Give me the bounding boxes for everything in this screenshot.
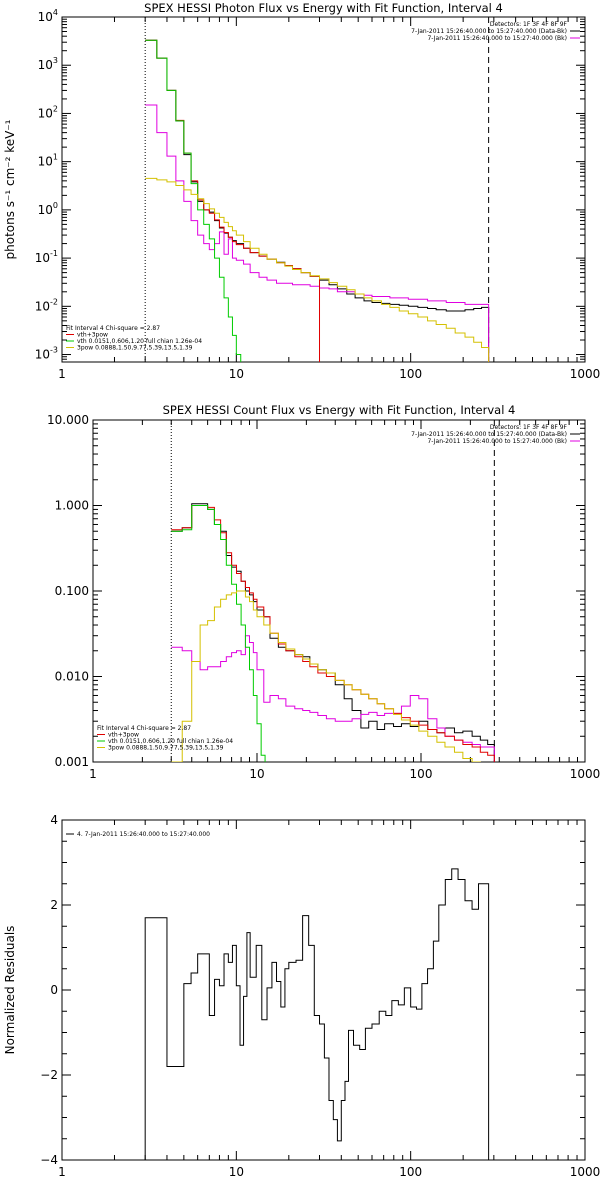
y-tick-base: 10 [35,251,50,265]
y-tick-base: 10 [35,348,50,362]
info-line: 7-Jan-2011 15:26:40.000 to 15:27:40.000 … [427,438,567,445]
y-tick-base: −4 [40,1153,58,1167]
legend-entry: Fit Interval 4 Chi-square = 2.87 [97,725,191,732]
y-tick-base: −2 [40,1068,58,1082]
y-tick-label: 1.000 [55,499,89,513]
x-tick-label: 10 [249,767,264,781]
y-tick-label: 4 [50,813,58,827]
x-tick-label: 1 [58,367,66,381]
y-tick-exponent: 3 [53,56,58,65]
y-tick-exponent: -2 [50,297,58,306]
y-tick-base: 10 [35,299,50,313]
x-tick-label: 10 [229,1165,244,1179]
chart-title: SPEX HESSI Photon Flux vs Energy with Fi… [144,1,503,15]
y-tick-label: 10-3 [35,346,58,362]
series-3pow [145,177,490,362]
y-tick-base: 0 [50,983,58,997]
y-tick-base: 2 [50,898,58,912]
y-tick-base: 10.000 [47,413,89,427]
y-tick-base: 0.100 [55,584,89,598]
series-vth-3pow [145,39,321,362]
series-3pow [171,590,495,762]
info-line: 7-Jan-2011 15:26:40.000 to 15:27:40.000 … [411,28,567,35]
y-tick-label: 0 [50,983,58,997]
y-tick-base: 0.001 [55,755,89,769]
x-tick-label: 1000 [570,1165,600,1179]
y-tick-base: 1.000 [55,499,89,513]
legend-entry: 4. 7-Jan-2011 15:26:40.000 to 15:27:40.0… [77,831,210,838]
y-tick-label: 10.000 [47,413,89,427]
y-tick-base: 10 [38,106,53,120]
y-tick-label: 0.001 [55,755,89,769]
plot-frame [61,16,586,363]
series-bk [171,635,495,762]
x-tick-label: 100 [410,767,433,781]
x-tick-label: 1000 [570,367,600,381]
y-tick-base: 10 [38,10,53,24]
y-tick-base: 4 [50,813,58,827]
legend-entry: vth+3pow [108,732,139,739]
y-tick-exponent: 0 [53,201,58,210]
y-tick-exponent: -3 [50,346,58,355]
info-line: 7-Jan-2011 15:26:40.000 to 15:27:40.000 … [411,431,567,438]
y-axis-label: photons s⁻¹ cm⁻² keV⁻¹ [3,119,17,259]
info-line: 7-Jan-2011 15:26:40.000 to 15:27:40.000 … [427,35,567,42]
series-bk [145,104,490,362]
x-tick-label: 10 [229,367,244,381]
y-tick-label: 103 [38,56,58,72]
y-tick-base: 10 [38,203,53,217]
y-tick-exponent: 1 [53,153,58,162]
y-tick-label: 104 [38,8,58,24]
y-tick-exponent: 2 [53,104,58,113]
legend-entry: 3pow 0.0888,1.50,9.77,5.39,13.5,1.39 [77,345,193,352]
x-tick-label: 1 [89,767,97,781]
legend-entry: vth 0.0151,0.606,1.20 full chian 1.26e-0… [108,738,233,745]
series-vth [145,39,242,362]
plot-frame [92,419,586,763]
y-tick-label: −4 [40,1153,58,1167]
y-tick-label: −2 [40,1068,58,1082]
series-data-bk [171,503,495,762]
y-tick-base: 0.010 [55,670,89,684]
y-tick-label: 10-2 [35,297,58,313]
chart-title: SPEX HESSI Count Flux vs Energy with Fit… [163,403,516,417]
plot-frame [61,819,586,1161]
x-tick-label: 100 [399,1165,422,1179]
residuals-panel: Normalized Residuals 1 10 100 1000 −4 −2 0 2 4 4. … [3,813,600,1179]
x-tick-label: 1 [58,1165,66,1179]
y-tick-exponent: 4 [53,8,58,17]
y-tick-label: 0.100 [55,584,89,598]
x-tick-label: 1000 [570,767,600,781]
series-vth [171,505,266,762]
y-tick-label: 101 [38,153,58,169]
info-line: Detectors: 1F 3F 4F 8F 9F [490,21,568,28]
y-tick-label: 102 [38,104,58,120]
count-flux-panel: SPEX HESSI Count Flux vs Energy with Fit… [47,403,600,781]
y-tick-label: 100 [38,201,58,217]
y-tick-label: 0.010 [55,670,89,684]
legend-entry: vth 0.0151,0.606,1.20 full chian 1.26e-0… [77,338,202,345]
series-data-bk [145,39,490,362]
y-tick-base: 10 [38,155,53,169]
legend-entry: vth+3pow [77,332,108,339]
series-vth-3pow [171,505,495,762]
legend-entry: Fit Interval 4 Chi-square = 2.87 [66,325,160,332]
legend-entry: 3pow 0.0888,1.50,9.77,5.39,13.5,1.39 [108,745,224,752]
y-tick-label: 10-1 [35,249,58,265]
info-line: Detectors: 1F 3F 4F 8F 9F [490,424,568,431]
y-tick-label: 2 [50,898,58,912]
y-axis-label: Normalized Residuals [3,926,17,1055]
y-tick-base: 10 [38,58,53,72]
series-residuals [144,868,490,1160]
y-tick-exponent: -1 [50,249,58,258]
photon-flux-panel: SPEX HESSI Photon Flux vs Energy with Fi… [3,1,600,381]
x-tick-label: 100 [399,367,422,381]
